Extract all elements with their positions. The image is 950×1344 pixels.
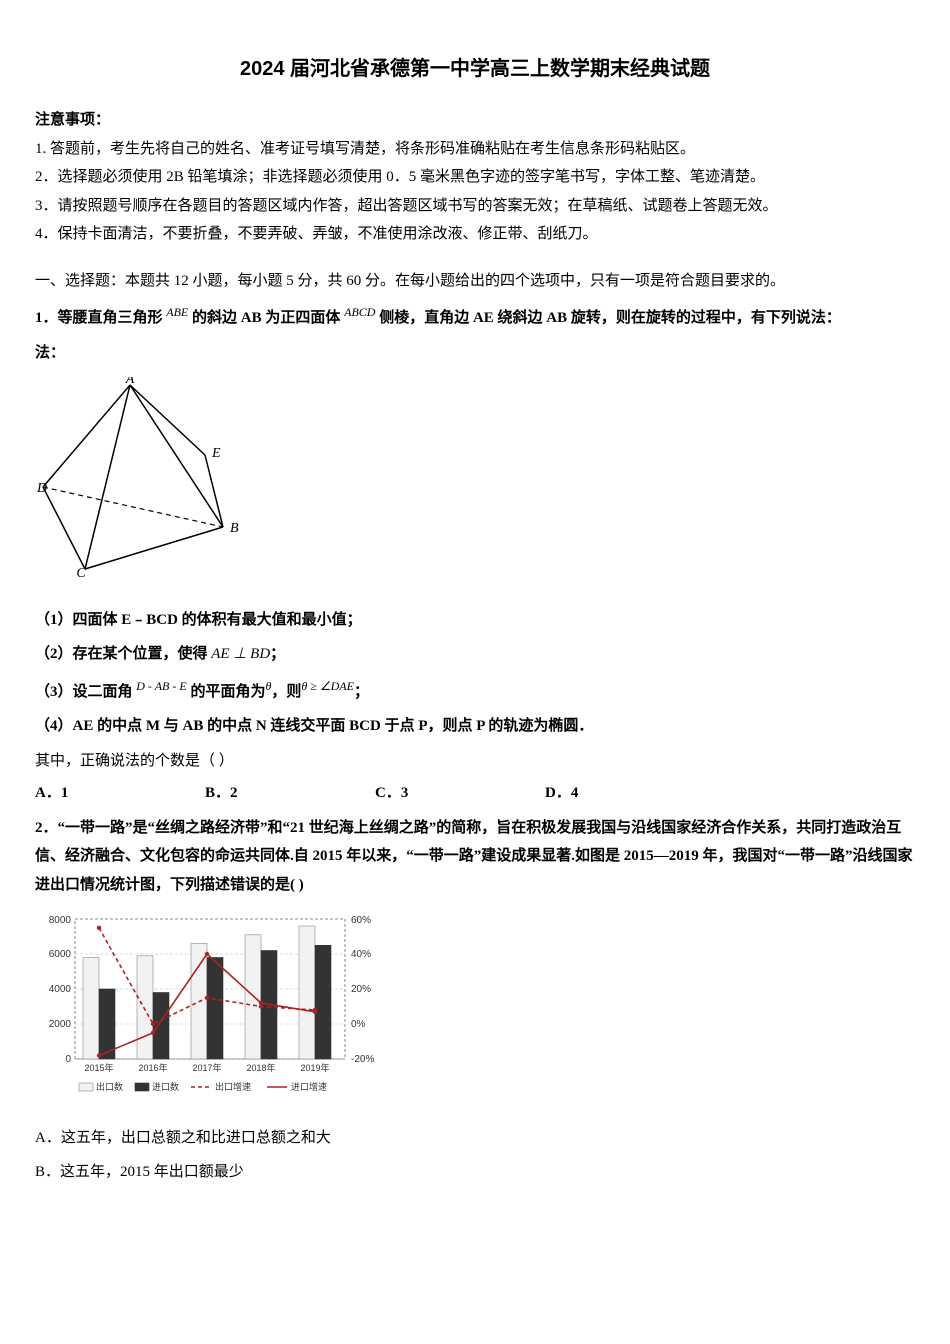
xcat-2018: 2018年 <box>246 1062 275 1073</box>
q1-stem-a: 1．等腰直角三角形 <box>35 310 166 326</box>
q1-s3b: 的平面角为 <box>187 684 266 700</box>
label-A: A <box>125 377 135 387</box>
q1-options: A．1 B．2 C．3 D．4 <box>35 779 915 808</box>
leg-export: 出口数 <box>96 1081 123 1092</box>
bar-import-2016 <box>153 993 169 1060</box>
yr-0: -20% <box>351 1054 374 1065</box>
q1-s3-ineq: θ ≥ ∠DAE <box>301 679 354 693</box>
chart-legend: 出口数 进口数 出口增速 进口增速 <box>79 1081 327 1092</box>
q1-opt-c: C．3 <box>375 779 545 808</box>
yl-8000: 8000 <box>49 915 72 926</box>
xcat-2017: 2017年 <box>192 1062 221 1073</box>
bar-export-2015 <box>83 958 99 1060</box>
notice-item-4: 4．保持卡面清洁，不要折叠，不要弄破、弄皱，不准使用涂改液、修正带、刮纸刀。 <box>35 220 915 249</box>
yr-1: 0% <box>351 1019 366 1030</box>
q1-stem-b: 的斜边 AB 为正四面体 <box>188 310 344 326</box>
yl-6000: 6000 <box>49 949 72 960</box>
q1-stem-c: 侧棱，直角边 AE 绕斜边 AB 旋转，则在旋转的过程中，有下列说法： <box>375 310 840 326</box>
yl-0: 0 <box>65 1054 71 1065</box>
notice-list: 1. 答题前，考生先将自己的姓名、准考证号填写清楚，将条形码准确粘贴在考生信息条… <box>35 135 915 249</box>
notice-item-2: 2．选择题必须使用 2B 铅笔填涂；非选择题必须使用 0．5 毫米黑色字迹的签字… <box>35 163 915 192</box>
xcat-2015: 2015年 <box>84 1062 113 1073</box>
label-B: B <box>230 521 239 536</box>
xcat-2019: 2019年 <box>300 1062 329 1073</box>
label-E: E <box>211 446 221 461</box>
q1-ask: 其中，正确说法的个数是（ ） <box>35 747 915 776</box>
q1-s3c: ，则 <box>271 684 301 700</box>
notice-item-1: 1. 答题前，考生先将自己的姓名、准考证号填写清楚，将条形码准确粘贴在考生信息条… <box>35 135 915 164</box>
q1-stem: 1．等腰直角三角形 ABE 的斜边 AB 为正四面体 ABCD 侧棱，直角边 A… <box>35 301 915 333</box>
bar-import-2019 <box>315 945 331 1059</box>
xcat-2016: 2016年 <box>138 1062 167 1073</box>
q2-opt-b: B．这五年，2015 年出口额最少 <box>35 1158 915 1187</box>
q1-opt-d: D．4 <box>545 779 715 808</box>
yr-3: 40% <box>351 949 371 960</box>
q1-s4: （4）AE 的中点 M 与 AB 的中点 N 连线交平面 BCD 于点 P，则点… <box>35 712 915 741</box>
q2-stem: 2．“一带一路”是“丝绸之路经济带”和“21 世纪海上丝绸之路”的简称，旨在积极… <box>35 814 915 900</box>
q1-s2a: （2）存在某个位置，使得 <box>35 646 211 662</box>
q1-s3: （3）设二面角 D - AB - E 的平面角为θ，则θ ≥ ∠DAE； <box>35 675 915 707</box>
bar-export-2018 <box>245 935 261 1059</box>
q1-opt-a: A．1 <box>35 779 205 808</box>
notice-heading: 注意事项： <box>35 106 915 135</box>
section-heading: 一、选择题：本题共 12 小题，每小题 5 分，共 60 分。在每小题给出的四个… <box>35 267 915 296</box>
label-C: C <box>76 566 86 577</box>
q2-chart: 0 2000 4000 6000 8000 -20% 0% 20% 40% 60… <box>35 909 385 1099</box>
q1-s2-expr: AE ⊥ BD <box>211 646 270 662</box>
q1-s3-d1: D - AB - E <box>136 679 186 693</box>
leg-import: 进口数 <box>152 1081 179 1092</box>
yr-4: 60% <box>351 915 371 926</box>
q1-s1: （1）四面体 E﹣BCD 的体积有最大值和最小值； <box>35 606 915 635</box>
page-title: 2024 届河北省承德第一中学高三上数学期末经典试题 <box>35 50 915 88</box>
q1-s2b: ； <box>270 646 285 662</box>
q2-opt-a: A．这五年，出口总额之和比进口总额之和大 <box>35 1124 915 1153</box>
q1-s2: （2）存在某个位置，使得 AE ⊥ BD； <box>35 640 915 669</box>
bar-export-2016 <box>137 956 153 1059</box>
q1-tetrahedron-figure: A D C B E <box>35 377 255 577</box>
q1-abe: ABE <box>166 305 188 319</box>
leg-export-rate: 出口增速 <box>215 1081 251 1092</box>
q1-s3a: （3）设二面角 <box>35 684 136 700</box>
q1-opt-b: B．2 <box>205 779 375 808</box>
bar-import-2017 <box>207 958 223 1060</box>
q1-stem-cont: 法： <box>35 339 915 368</box>
q1-s3d: ； <box>354 684 369 700</box>
q1-abcd: ABCD <box>344 305 375 319</box>
label-D: D <box>36 481 47 496</box>
yl-2000: 2000 <box>49 1019 72 1030</box>
notice-item-3: 3．请按照题号顺序在各题目的答题区域内作答，超出答题区域书写的答案无效；在草稿纸… <box>35 192 915 221</box>
yl-4000: 4000 <box>49 984 72 995</box>
bar-export-2019 <box>299 926 315 1059</box>
leg-import-rate: 进口增速 <box>291 1081 327 1092</box>
bar-import-2015 <box>99 989 115 1059</box>
yr-2: 20% <box>351 984 371 995</box>
